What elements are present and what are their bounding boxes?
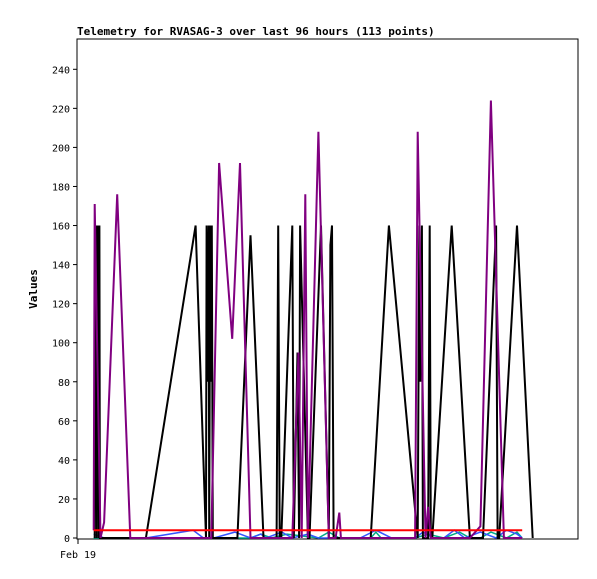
series-line-0 [93, 225, 534, 539]
y-tick-label: 20 [58, 495, 70, 506]
y-axis: 0 20 40 60 80 100 120 140 160 180 200 220 240 [52, 65, 77, 545]
y-tick-label: 80 [58, 378, 70, 389]
x-axis: Feb 19 [60, 539, 96, 561]
y-tick-label: 180 [52, 182, 70, 193]
y-tick-label: 100 [52, 339, 70, 350]
y-tick-label: 240 [52, 65, 70, 76]
series-line-1 [92, 100, 523, 539]
y-tick-label: 200 [52, 143, 70, 154]
y-tick-label: 160 [52, 222, 70, 233]
y-tick-label: 60 [58, 417, 70, 428]
chart-title: Telemetry for RVASAG-3 over last 96 hour… [77, 25, 435, 38]
plot-area-frame [76, 38, 579, 540]
y-tick-label: 120 [52, 300, 70, 311]
y-tick-label: 140 [52, 261, 70, 272]
x-tick-label: Feb 19 [60, 550, 96, 561]
series-layer [92, 100, 534, 539]
y-tick-label: 0 [64, 534, 70, 545]
y-axis-label: Values [27, 269, 40, 309]
y-tick-label: 220 [52, 104, 70, 115]
y-tick-label: 40 [58, 456, 70, 467]
